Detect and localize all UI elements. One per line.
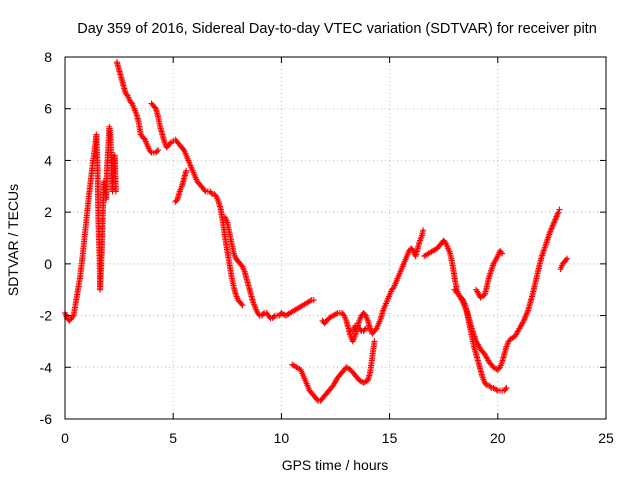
- y-tick-label: 8: [44, 49, 52, 65]
- data-point: [499, 250, 506, 257]
- x-tick-label: 0: [61, 430, 69, 446]
- data-point: [371, 338, 378, 345]
- data-point-interp: [333, 310, 340, 317]
- data-point-interp: [372, 326, 379, 333]
- data-point-interp: [147, 148, 154, 155]
- data-point: [564, 255, 571, 262]
- y-tick-label: 6: [44, 101, 52, 117]
- data-series: [172, 167, 190, 205]
- data-point-interp: [238, 262, 245, 269]
- data-series: [557, 255, 571, 273]
- x-tick-label: 15: [382, 430, 398, 446]
- data-point-interp: [128, 99, 135, 106]
- data-point-interp: [201, 187, 208, 194]
- data-points: [62, 59, 571, 404]
- data-point-interp: [441, 238, 448, 245]
- data-point: [183, 167, 190, 174]
- x-axis-label: GPS time / hours: [282, 457, 389, 473]
- plot-frame: [64, 56, 607, 420]
- data-series: [222, 214, 317, 322]
- data-point-interp: [487, 383, 494, 390]
- x-tick-label: 20: [490, 430, 506, 446]
- data-point-interp: [208, 189, 215, 196]
- data-point-interp: [495, 365, 502, 372]
- y-tick-label: 0: [44, 256, 52, 272]
- data-point: [364, 325, 371, 332]
- data-point-interp: [140, 135, 147, 142]
- data-point: [239, 302, 246, 309]
- y-tick-label: -6: [40, 411, 53, 427]
- data-point: [112, 188, 119, 195]
- data-series: [349, 322, 371, 335]
- data-point-interp: [307, 297, 314, 304]
- data-point: [310, 297, 317, 304]
- data-series: [148, 100, 246, 309]
- y-tick-label: 4: [44, 152, 52, 168]
- data-point-interp: [389, 285, 396, 292]
- data-point-interp: [361, 311, 368, 318]
- data-series: [289, 338, 378, 404]
- data-point-interp: [340, 311, 347, 318]
- data-point: [556, 206, 563, 213]
- data-point-interp: [482, 381, 489, 388]
- gridlines: [65, 57, 606, 419]
- data-series: [113, 59, 162, 156]
- data-point-interp: [166, 140, 173, 147]
- data-point-interp: [502, 386, 509, 393]
- data-series: [451, 206, 563, 373]
- x-tick-labels: 0 5 10 15 20 25: [61, 430, 614, 446]
- data-point-interp: [498, 249, 505, 256]
- data-point-interp: [270, 313, 277, 320]
- y-tick-labels: -6 -4 -2 0 2 4 6 8: [40, 49, 53, 427]
- data-point-interp: [153, 148, 160, 155]
- chart-title: Day 359 of 2016, Sidereal Day-to-day VTE…: [77, 21, 597, 37]
- data-point-interp: [212, 192, 219, 199]
- x-tick-label: 5: [169, 430, 177, 446]
- data-point-interp: [493, 386, 500, 393]
- y-tick-label: 2: [44, 204, 52, 220]
- data-series: [319, 227, 427, 345]
- axis-ticks: [64, 56, 607, 420]
- x-tick-label: 25: [598, 430, 614, 446]
- data-point-interp: [562, 256, 569, 263]
- x-tick-label: 10: [274, 430, 290, 446]
- y-tick-label: -2: [40, 308, 53, 324]
- data-point: [503, 384, 510, 391]
- data-point: [420, 227, 427, 234]
- data-point-interp: [238, 300, 245, 307]
- y-tick-label: -4: [40, 359, 53, 375]
- data-point: [155, 147, 162, 154]
- data-series: [473, 247, 506, 301]
- data-point-interp: [69, 313, 76, 320]
- data-point: [555, 209, 562, 216]
- data-point-interp: [179, 145, 186, 152]
- data-point-interp: [123, 91, 130, 98]
- data-series: [62, 123, 119, 324]
- data-point-interp: [361, 326, 368, 333]
- y-axis-label: SDTVAR / TECUs: [5, 184, 21, 296]
